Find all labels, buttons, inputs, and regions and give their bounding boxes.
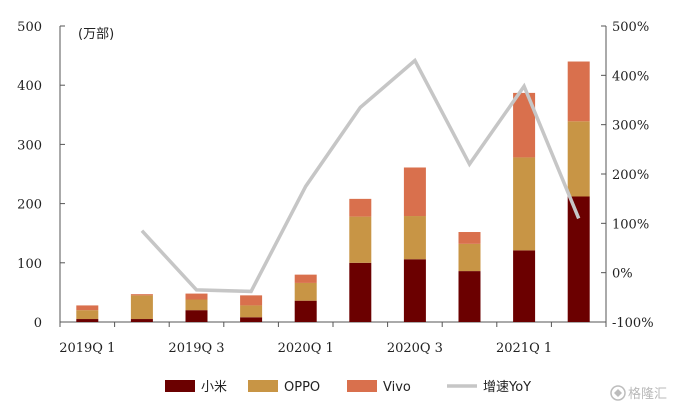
y-left-tick-label: 500 <box>17 20 42 35</box>
bar-2020Q1-Vivo <box>294 274 317 283</box>
bar-2020Q2-OPPO <box>349 216 372 263</box>
bar-2020Q3-OPPO <box>403 216 426 260</box>
legend-label: Vivo <box>383 380 411 395</box>
bar-2019Q3-OPPO <box>185 299 208 311</box>
bar-2019Q2-OPPO <box>130 295 153 320</box>
x-tick-label: 2020Q 3 <box>387 341 443 356</box>
bar-2021Q1-小米 <box>513 250 536 322</box>
bar-2019Q4-小米 <box>240 317 263 322</box>
legend-label: 小米 <box>201 380 227 395</box>
bar-2019Q1-Vivo <box>76 305 99 311</box>
x-tick-label: 2019Q 1 <box>59 341 115 356</box>
bar-2020Q4-OPPO <box>458 243 481 272</box>
watermark: 格隆汇 <box>610 385 667 402</box>
legend-swatch <box>165 380 195 392</box>
bar-2019Q3-小米 <box>185 310 208 322</box>
bar-2019Q2-小米 <box>130 319 153 322</box>
bar-2020Q3-小米 <box>403 259 426 322</box>
x-tick-label: 2020Q 1 <box>278 341 334 356</box>
legend-label: 增速YoY <box>483 380 531 395</box>
bar-2019Q2-Vivo <box>130 294 153 296</box>
bar-2021Q2-OPPO <box>567 121 590 197</box>
y-left-tick-label: 300 <box>17 138 42 153</box>
y-left-tick-label: 400 <box>17 79 42 94</box>
y-right-tick-label: 300% <box>612 119 649 134</box>
bar-2021Q2-Vivo <box>567 61 590 122</box>
x-tick-label: 2021Q 1 <box>496 341 552 356</box>
bar-2020Q1-OPPO <box>294 282 317 301</box>
bars <box>76 61 590 322</box>
y-unit-label: (万部) <box>78 27 114 42</box>
legend-swatch <box>248 380 278 392</box>
y-right-tick-label: 400% <box>612 69 649 84</box>
bar-2021Q1-Vivo <box>513 92 536 158</box>
bar-2019Q4-OPPO <box>240 305 263 318</box>
bar-2019Q4-Vivo <box>240 295 263 306</box>
watermark-text: 格隆汇 <box>628 386 667 402</box>
y-left-tick-label: 0 <box>34 316 42 331</box>
bar-2021Q1-OPPO <box>513 157 536 251</box>
y-right-tick-label: 200% <box>612 168 649 183</box>
legend-swatch <box>347 380 377 392</box>
y-left-tick-label: 200 <box>17 198 42 213</box>
bar-2021Q2-小米 <box>567 196 590 322</box>
yoy-line <box>140 57 581 294</box>
bar-2020Q1-小米 <box>294 300 317 322</box>
y-right-tick-label: 100% <box>612 217 649 232</box>
axes: 0 100 200 300 400 500 -100% 0% 100% 200% 300% 400% 5… <box>17 20 653 356</box>
legend-label: OPPO <box>284 380 320 395</box>
y-right-tick-label: 0% <box>612 267 633 282</box>
gelonghui-logo-icon <box>610 385 626 401</box>
legend: 小米 OPPO Vivo 增速YoY <box>165 380 531 395</box>
bar-2020Q4-小米 <box>458 271 481 322</box>
bar-2019Q3-Vivo <box>185 293 208 300</box>
bar-2020Q2-小米 <box>349 262 372 322</box>
y-right-tick-label: -100% <box>612 316 654 331</box>
x-tick-label: 2019Q 3 <box>168 341 224 356</box>
y-left-tick-label: 100 <box>17 257 42 272</box>
bar-2020Q2-Vivo <box>349 198 372 217</box>
yoy-line-group <box>140 57 581 294</box>
bar-2019Q1-小米 <box>76 319 99 322</box>
bar-2020Q4-Vivo <box>458 232 481 244</box>
bar-2020Q3-Vivo <box>403 167 426 217</box>
y-right-tick-label: 500% <box>612 20 649 35</box>
bar-2019Q1-OPPO <box>76 310 99 320</box>
